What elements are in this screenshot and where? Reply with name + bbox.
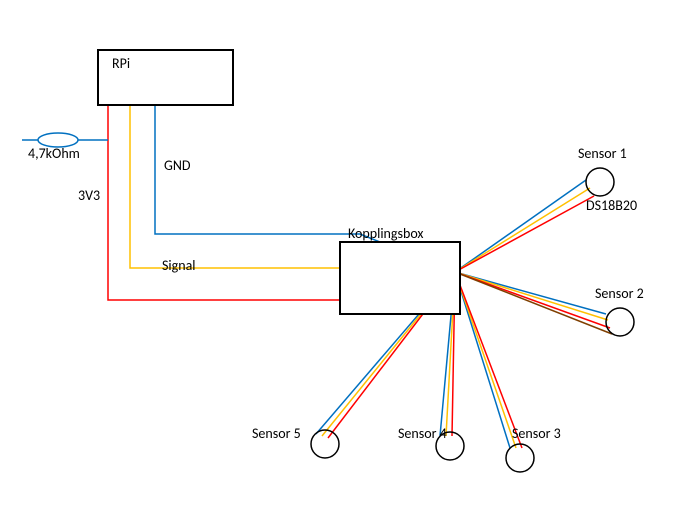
wire-label-gnd: GND — [164, 157, 191, 174]
sensor1-node — [586, 168, 614, 196]
sensor1-gnd-wire — [455, 180, 586, 272]
sensor1-3v3-wire — [455, 196, 594, 272]
wire-label-v33: 3V3 — [78, 187, 100, 204]
junction-box-label: Kopplingsbox — [348, 225, 424, 242]
sensor1-signal-wire — [455, 188, 590, 272]
wiring-diagram: 4,7kOhm RPi Kopplingsbox 3V3 GND Signal Sensor… — [0, 0, 700, 525]
sensor1-label: Sensor 1 — [578, 145, 627, 162]
resistor-label: 4,7kOhm — [28, 145, 80, 162]
wire-label-signal: Signal — [162, 257, 196, 274]
sensor3-label: Sensor 3 — [512, 425, 561, 442]
sensor5-node — [311, 430, 339, 458]
sensor2-label: Sensor 2 — [595, 285, 644, 302]
sensor4-label: Sensor 4 — [398, 425, 447, 442]
sensor2-node — [606, 308, 634, 336]
sensor2-signal-wire — [455, 272, 608, 320]
sensor3-node — [506, 444, 534, 472]
junction-box — [340, 242, 460, 314]
sensor2-gnd-wire — [455, 272, 606, 314]
rpi-label: RPi — [112, 55, 130, 72]
sensor3-3v3-wire — [455, 272, 522, 448]
sensor1-sublabel: DS18B20 — [586, 197, 637, 214]
sensor2-extra-wire — [455, 272, 612, 334]
sensor3-gnd-wire — [455, 272, 510, 448]
sensor5-label: Sensor 5 — [252, 425, 301, 442]
sensor3-signal-wire — [455, 272, 516, 448]
